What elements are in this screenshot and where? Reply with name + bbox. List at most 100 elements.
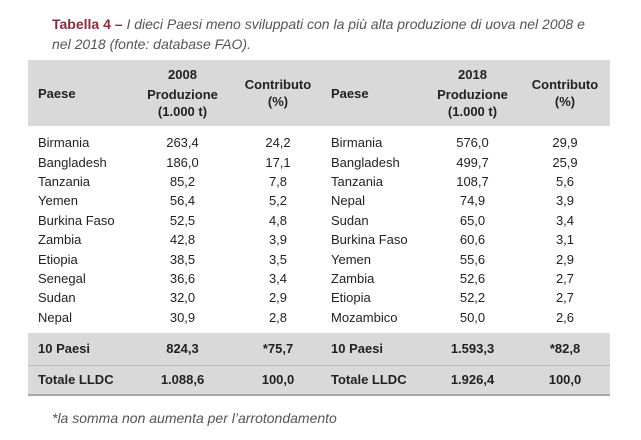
table-cell: 2,9: [555, 251, 575, 267]
table-cell: 36,6: [169, 270, 196, 286]
caption-label: Tabella 4 –: [52, 16, 123, 32]
table-cell: 50,0: [459, 309, 486, 325]
table-cell: Burkina Faso: [331, 232, 408, 248]
column-header: Paese: [321, 60, 425, 126]
table-cell: 1.088,6: [130, 365, 235, 396]
table-cell: Nepal: [331, 193, 365, 209]
table-row: Nepal 30,9 2,8 Mozambico 50,0 2,6: [28, 308, 610, 327]
table-cell: Bangladesh: [331, 154, 400, 170]
table-cell: Zambia: [331, 270, 375, 286]
table-row: Etiopia 38,5 3,5 Yemen 55,6 2,9: [28, 249, 610, 268]
table-cell: 2,9: [268, 290, 288, 306]
table-cell: *75,7: [235, 332, 321, 366]
table-cell: Birmania: [38, 135, 90, 151]
table-cell: Bangladesh: [38, 154, 107, 170]
column-header: Contributo (%): [235, 60, 321, 126]
table-cell: 30,9: [169, 309, 196, 325]
table-cell: Zambia: [38, 232, 82, 248]
table-cell: 5,6: [555, 173, 575, 189]
column-label: Paese: [331, 85, 369, 101]
table: Paese 2008 Produzione (1.000 t) Contributo …: [28, 60, 610, 396]
column-label: Contributo (%): [244, 77, 312, 109]
table-cell: Totale LLDC: [28, 365, 130, 396]
table-cell: 42,8: [169, 232, 196, 248]
table-cell: Etiopia: [38, 251, 78, 267]
table-cell: 108,7: [456, 173, 489, 189]
spacer-cell: [28, 126, 610, 133]
table-header: Paese 2008 Produzione (1.000 t) Contributo …: [28, 60, 610, 126]
table-cell: Sudan: [38, 290, 76, 306]
caption-text: I dieci Paesi meno sviluppati con la più…: [52, 16, 585, 52]
table-cell: Tanzania: [38, 173, 91, 189]
group-label: 2018: [458, 67, 487, 82]
table-cell: 2,7: [555, 270, 575, 286]
table-cell: 60,6: [459, 232, 486, 248]
table-cell: 56,4: [169, 193, 196, 209]
group-label: 2008: [168, 67, 197, 82]
column-header: Contributo (%): [520, 60, 610, 126]
table-cell: 17,1: [265, 154, 291, 170]
table-cell: 576,0: [456, 135, 489, 151]
header-row: Paese 2008 Produzione (1.000 t) Contributo …: [28, 60, 610, 126]
table-cell: Tanzania: [331, 173, 384, 189]
table-row: Bangladesh 186,0 17,1 Bangladesh 499,7 25,9: [28, 152, 610, 171]
table-cell: Yemen: [331, 251, 371, 267]
table-cell: 499,7: [456, 154, 489, 170]
column-label: Contributo (%): [531, 77, 599, 109]
table-cell: 3,4: [268, 270, 288, 286]
table-cell: 3,5: [268, 251, 288, 267]
table-cell: 38,5: [169, 251, 196, 267]
column-label: Paese: [38, 85, 76, 101]
table-cell: 3,9: [555, 193, 575, 209]
table-cell: 32,0: [169, 290, 196, 306]
table-row: Burkina Faso 52,5 4,8 Sudan 65,0 3,4: [28, 211, 610, 230]
table-cell: *82,8: [520, 332, 610, 366]
table-cell: 100,0: [235, 365, 321, 396]
table-cell: Birmania: [331, 135, 383, 151]
table-row: Totale LLDC 1.088,6 100,0 Totale LLDC 1.926,…: [28, 365, 610, 396]
table-cell: 3,9: [268, 232, 288, 248]
table-cell: Yemen: [38, 193, 78, 209]
table-cell: 1.926,4: [425, 365, 520, 396]
table-cell: 263,4: [166, 135, 199, 151]
table-cell: 52,6: [459, 270, 486, 286]
table-cell: 2,8: [268, 309, 288, 325]
table-cell: Burkina Faso: [38, 212, 115, 228]
table-cell: 2,6: [555, 309, 575, 325]
caption: Tabella 4 – I dieci Paesi meno sviluppat…: [52, 14, 592, 54]
table-row: 10 Paesi 824,3 *75,7 10 Paesi 1.593,3 *82,8: [28, 332, 610, 366]
table-cell: 52,2: [459, 290, 486, 306]
table-cell: 186,0: [166, 154, 199, 170]
table-cell: 3,4: [555, 212, 575, 228]
table-cell: Totale LLDC: [321, 365, 425, 396]
column-label: Produzione (1.000 t): [147, 87, 218, 119]
table-cell: Nepal: [38, 309, 72, 325]
table-cell: 65,0: [459, 212, 486, 228]
table-cell: 100,0: [520, 365, 610, 396]
table-cell: 85,2: [169, 173, 196, 189]
table-cell: 2,7: [555, 290, 575, 306]
table-cell: 10 Paesi: [28, 332, 130, 366]
column-header: Paese: [28, 60, 130, 126]
table-cell: 3,1: [555, 232, 575, 248]
table-row: Zambia 42,8 3,9 Burkina Faso 60,6 3,1: [28, 230, 610, 249]
column-header: 2018 Produzione (1.000 t): [425, 60, 520, 126]
table-cell: 7,8: [268, 173, 288, 189]
footnote: *la somma non aumenta per l’arrotondamen…: [52, 410, 337, 426]
column-header: 2008 Produzione (1.000 t): [130, 60, 235, 126]
table-cell: Sudan: [331, 212, 369, 228]
table-cell: 74,9: [459, 193, 486, 209]
table-cell: Mozambico: [331, 309, 398, 325]
table-cell: 52,5: [169, 212, 196, 228]
table-cell: Senegal: [38, 270, 86, 286]
table-cell: 25,9: [552, 154, 578, 170]
table-cell: 5,2: [268, 193, 288, 209]
table-row: Tanzania 85,2 7,8 Tanzania 108,7 5,6: [28, 172, 610, 191]
table-row: Birmania 263,4 24,2 Birmania 576,0 29,9: [28, 133, 610, 152]
table-cell: 24,2: [265, 135, 291, 151]
spacer-row: [28, 126, 610, 133]
table-cell: 824,3: [130, 332, 235, 366]
table-row: Senegal 36,6 3,4 Zambia 52,6 2,7: [28, 269, 610, 288]
table-cell: 1.593,3: [425, 332, 520, 366]
